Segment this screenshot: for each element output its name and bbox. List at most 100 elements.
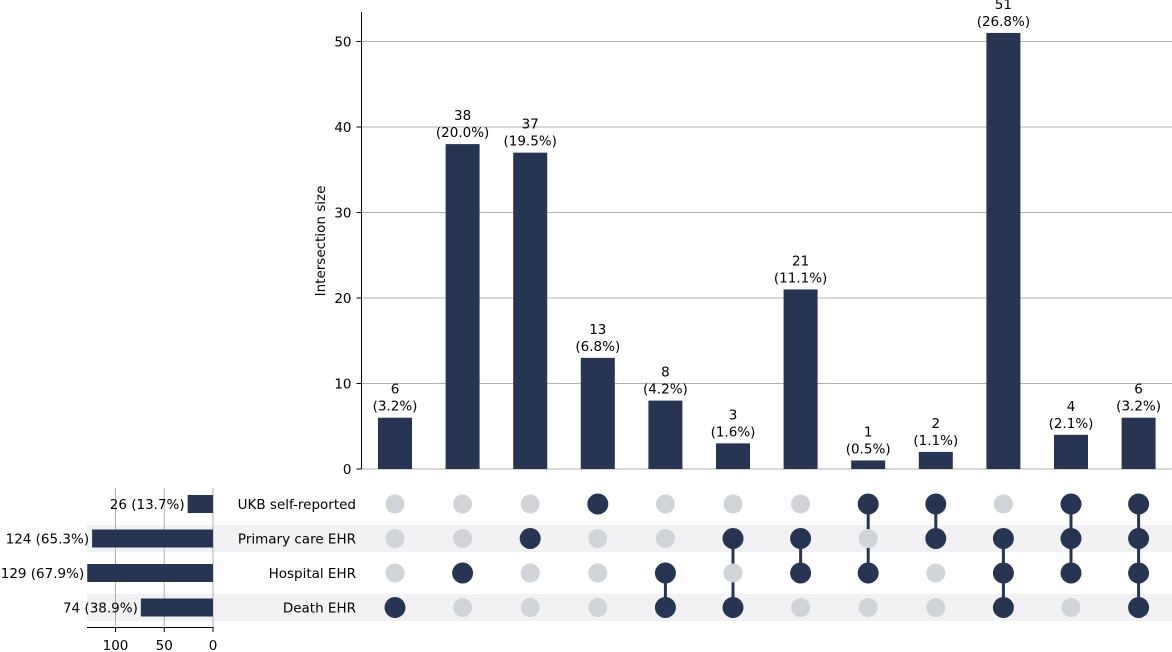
membership-dot-active (790, 528, 812, 549)
membership-dot-inactive (655, 494, 675, 514)
membership-dot-inactive (858, 529, 878, 548)
membership-dot-inactive (588, 563, 608, 583)
membership-dot-inactive (588, 529, 608, 548)
membership-dot-active (925, 528, 947, 549)
set-name-label: Hospital EHR (269, 566, 356, 582)
matrix-row-stripe (87, 594, 1172, 621)
membership-dot-active (722, 528, 744, 549)
bar-count-label: 51 (995, 0, 1012, 13)
bar-count-label: 21 (792, 253, 809, 269)
set-size-labels: 26 (13.7%) 124 (65.3%) 129 (67.9%) 74 (38.9… (1, 497, 185, 617)
bar-count-label: 1 (864, 424, 873, 440)
bar-percent-label: (20.0%) (436, 125, 489, 141)
membership-dot-inactive (723, 494, 743, 514)
membership-dot-active (452, 562, 474, 584)
membership-matrix (384, 493, 1150, 618)
membership-dot-active (654, 562, 676, 584)
set-size-tick-label: 50 (156, 638, 173, 652)
intersection-grid (361, 41, 1172, 470)
bar-percent-label: (0.5%) (846, 441, 891, 457)
bar-percent-label: (19.5%) (503, 134, 556, 150)
membership-dot-active (519, 528, 541, 549)
intersection-y-ticks: 0 10 20 30 40 50 (334, 35, 362, 478)
membership-dot-inactive (791, 598, 811, 617)
membership-dot-active (1060, 562, 1082, 584)
bar-count-label: 6 (391, 382, 400, 398)
bar-count-label: 8 (661, 365, 670, 381)
intersection-bar (445, 144, 480, 469)
membership-dot-inactive (926, 563, 946, 583)
set-size-bars (87, 495, 213, 617)
membership-dot-inactive (520, 598, 540, 617)
bar-count-label: 4 (1067, 399, 1076, 415)
membership-dot-active (992, 528, 1014, 549)
membership-dot-inactive (588, 598, 608, 617)
bar-count-label: 37 (522, 117, 539, 133)
set-size-bar (187, 495, 213, 513)
intersection-bar (716, 443, 750, 469)
membership-dot-active (654, 597, 676, 618)
membership-dot-inactive (385, 494, 405, 514)
bar-percent-label: (2.1%) (1049, 416, 1094, 432)
membership-dot-inactive (453, 494, 473, 514)
membership-dot-active (925, 493, 947, 515)
membership-dot-active (587, 493, 609, 515)
y-tick-label: 0 (343, 462, 352, 478)
membership-dot-inactive (385, 529, 405, 548)
membership-dot-active (722, 597, 744, 618)
intersection-bar (648, 400, 683, 469)
intersection-bar (1054, 434, 1088, 469)
membership-dot-active (1060, 493, 1082, 515)
membership-dot-inactive (385, 563, 405, 583)
intersection-bar (986, 32, 1021, 469)
set-size-x-ticks: 100 50 0 (103, 627, 218, 652)
matrix-row-stripes (87, 525, 1172, 621)
intersection-bar (851, 460, 886, 469)
set-name-label: UKB self-reported (238, 497, 356, 513)
intersection-y-axis-label: Intersection size (313, 186, 329, 297)
bar-count-label: 2 (932, 416, 941, 432)
set-size-tick-label: 100 (103, 638, 129, 652)
bar-count-label: 13 (589, 322, 606, 338)
membership-dot-inactive (655, 529, 675, 548)
bar-percent-label: (11.1%) (774, 270, 827, 286)
set-size-bar (140, 598, 213, 617)
bar-count-label: 6 (1134, 382, 1143, 398)
membership-dot-inactive (520, 494, 540, 514)
membership-dot-active (384, 597, 406, 618)
membership-dot-active (992, 562, 1014, 584)
y-tick-label: 20 (334, 291, 351, 307)
bar-count-label: 3 (729, 407, 738, 423)
intersection-bar (513, 152, 548, 469)
y-tick-label: 10 (334, 377, 351, 393)
bar-percent-label: (3.2%) (373, 399, 418, 415)
y-tick-label: 30 (334, 206, 351, 222)
set-size-label: 26 (13.7%) (110, 497, 185, 513)
membership-dot-active (857, 493, 879, 515)
intersection-bars (378, 32, 1156, 469)
bar-percent-label: (1.6%) (711, 424, 756, 440)
set-size-bar (92, 529, 213, 548)
set-size-tick-label: 0 (209, 638, 218, 652)
membership-dot-active (1128, 562, 1150, 584)
membership-dot-active (1128, 493, 1150, 515)
intersection-bar (783, 289, 818, 469)
intersection-bar (580, 357, 615, 469)
set-size-label: 74 (38.9%) (63, 601, 138, 617)
membership-dot-inactive (520, 563, 540, 583)
set-size-label: 124 (65.3%) (6, 532, 89, 548)
membership-dot-active (992, 597, 1014, 618)
intersection-bar (378, 417, 412, 469)
membership-dot-active (1128, 597, 1150, 618)
membership-dot-inactive (791, 494, 811, 514)
bar-percent-label: (4.2%) (643, 382, 688, 398)
membership-dot-active (857, 562, 879, 584)
membership-dot-inactive (453, 529, 473, 548)
membership-dot-inactive (926, 598, 946, 617)
bar-percent-label: (26.8%) (977, 14, 1030, 30)
bar-percent-label: (1.1%) (913, 433, 958, 449)
set-size-bar (87, 564, 213, 582)
bar-count-label: 38 (454, 108, 471, 124)
y-tick-label: 50 (334, 35, 351, 51)
